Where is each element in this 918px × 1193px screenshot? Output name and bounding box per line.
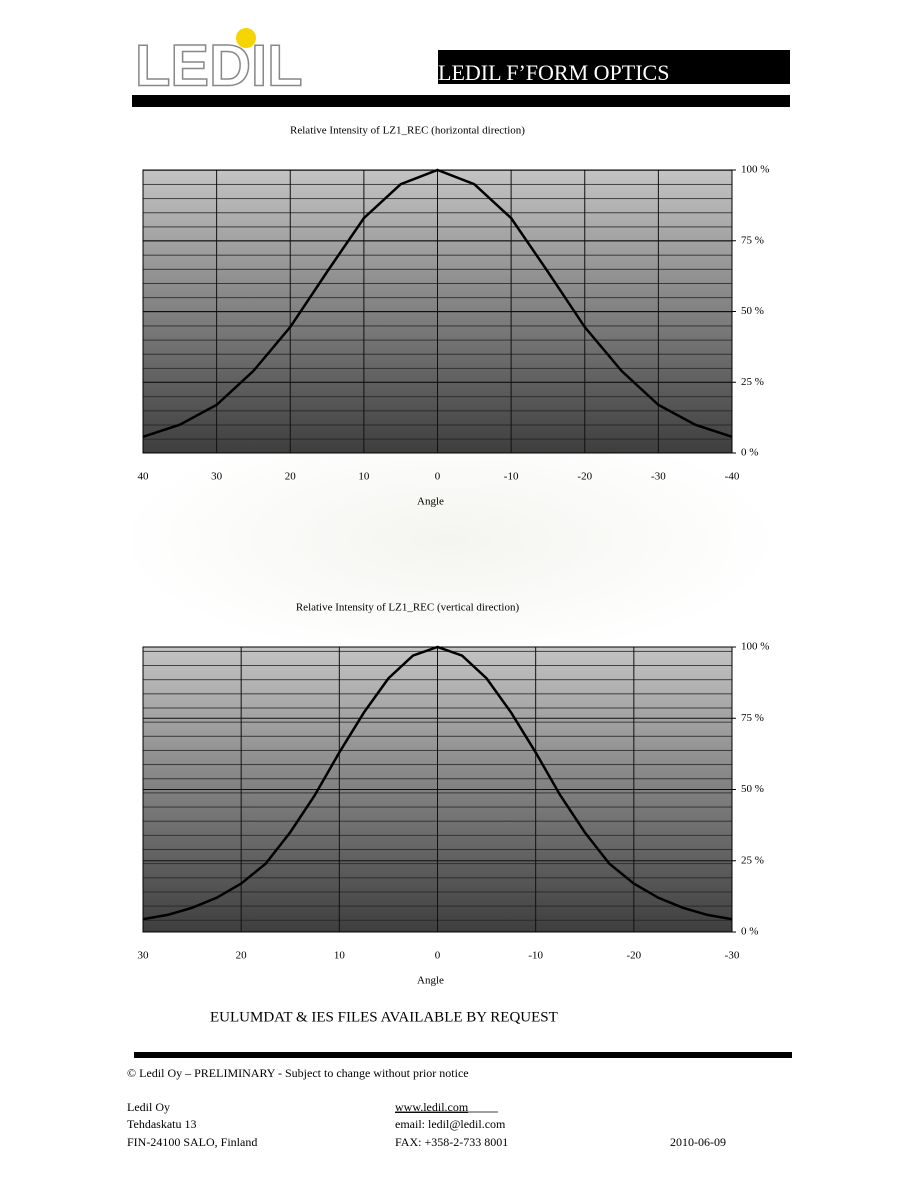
x-axis-label: Angle bbox=[417, 975, 444, 987]
x-axis-label: Angle bbox=[417, 496, 444, 508]
footer-rule bbox=[134, 1052, 792, 1058]
city: FIN-24100 SALO, Finland bbox=[127, 1135, 257, 1149]
chart-title: Relative Intensity of LZ1_REC (vertical … bbox=[296, 602, 520, 614]
x-tick-label: -10 bbox=[528, 950, 543, 962]
x-tick-label: 30 bbox=[138, 950, 150, 962]
chart-title: Relative Intensity of LZ1_REC (horizonta… bbox=[290, 125, 525, 137]
fax: FAX: +358-2-733 8001 bbox=[395, 1135, 508, 1149]
y-tick-label: 0 % bbox=[741, 926, 758, 938]
y-tick-label: 50 % bbox=[741, 783, 764, 795]
y-tick-label: 25 % bbox=[741, 376, 764, 388]
intensity-curve bbox=[142, 168, 733, 439]
y-tick-label: 100 % bbox=[741, 641, 769, 653]
y-tick-label: 75 % bbox=[741, 712, 764, 724]
intensity-curve bbox=[142, 645, 733, 921]
notice: EULUMDAT & IES FILES AVAILABLE BY REQUES… bbox=[210, 1009, 558, 1025]
date: 2010-06-09 bbox=[670, 1135, 726, 1149]
x-tick-label: 0 bbox=[435, 950, 441, 962]
web[interactable]: www.ledil.com bbox=[395, 1100, 469, 1114]
x-tick-label: -30 bbox=[725, 950, 740, 962]
x-tick-label: 20 bbox=[285, 471, 297, 483]
header-rule bbox=[132, 95, 790, 107]
x-tick-label: 0 bbox=[435, 471, 441, 483]
company: Ledil Oy bbox=[127, 1100, 170, 1114]
x-tick-label: -20 bbox=[577, 471, 592, 483]
x-tick-label: 40 bbox=[138, 471, 150, 483]
y-tick-label: 0 % bbox=[741, 447, 758, 459]
x-tick-label: -40 bbox=[725, 471, 740, 483]
header-title: LEDIL F’FORM OPTICS bbox=[438, 60, 669, 85]
y-tick-label: 50 % bbox=[741, 305, 764, 317]
x-tick-label: 10 bbox=[358, 471, 370, 483]
header-bar bbox=[438, 50, 790, 84]
charts: Relative Intensity of LZ1_REC (horizonta… bbox=[138, 125, 770, 987]
email: email: ledil@ledil.com bbox=[395, 1117, 506, 1131]
y-tick-label: 100 % bbox=[741, 164, 769, 176]
y-tick-label: 25 % bbox=[741, 854, 764, 866]
x-tick-label: -10 bbox=[504, 471, 519, 483]
x-tick-label: -20 bbox=[626, 950, 641, 962]
x-tick-label: -30 bbox=[651, 471, 666, 483]
x-tick-label: 30 bbox=[211, 471, 223, 483]
copyright: © Ledil Oy – PRELIMINARY - Subject to ch… bbox=[127, 1066, 469, 1080]
background-globe bbox=[120, 420, 780, 660]
y-tick-label: 75 % bbox=[741, 234, 764, 246]
logo: LEDIL bbox=[135, 33, 303, 98]
x-tick-label: 20 bbox=[236, 950, 248, 962]
x-tick-label: 10 bbox=[334, 950, 346, 962]
logo-dot bbox=[236, 28, 256, 48]
street: Tehdaskatu 13 bbox=[127, 1117, 196, 1131]
